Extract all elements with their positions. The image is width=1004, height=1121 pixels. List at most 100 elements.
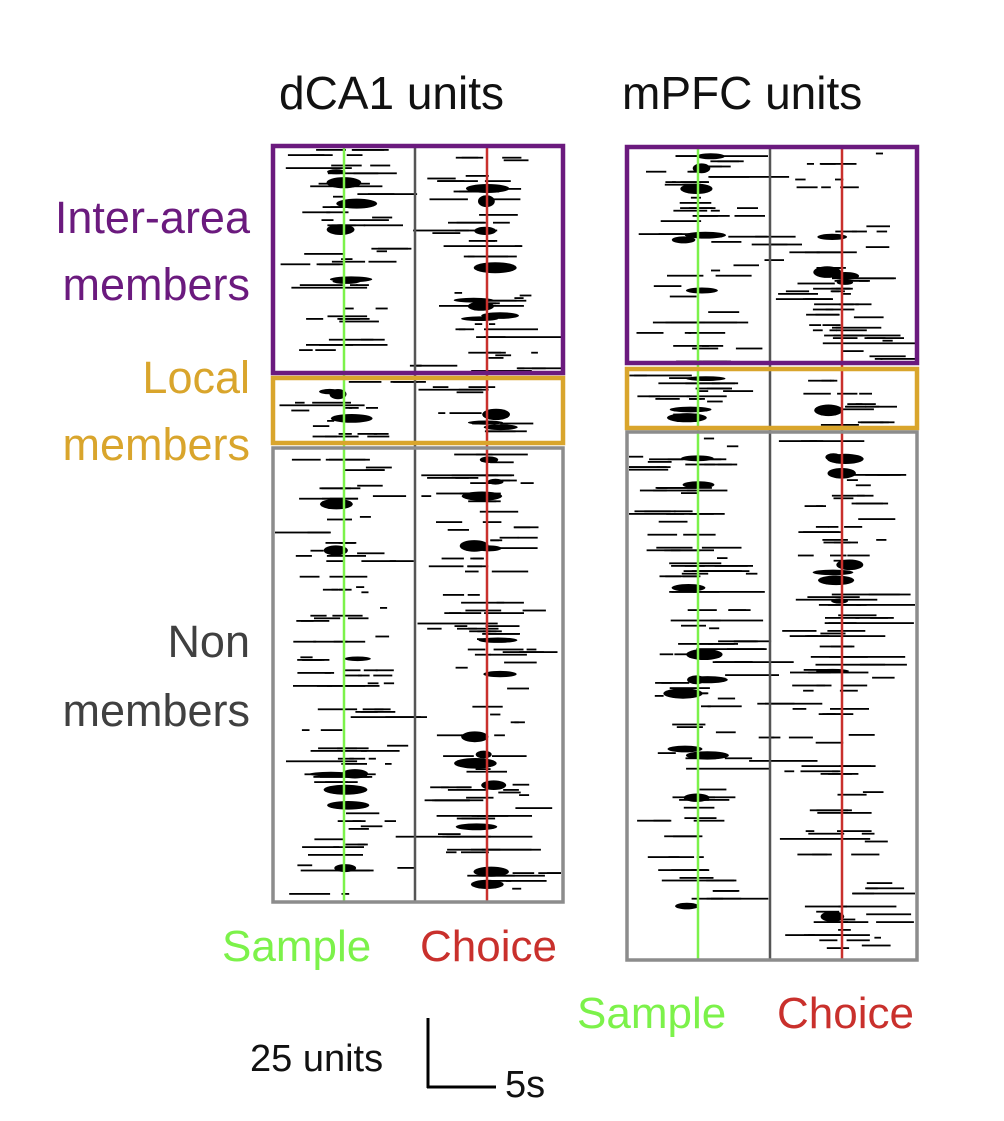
spike-row	[830, 708, 869, 710]
spike-row	[671, 565, 753, 567]
spike-row	[808, 934, 843, 936]
spike-row	[629, 466, 660, 468]
spike-row	[374, 708, 391, 711]
dense-activity	[483, 670, 517, 678]
dense-activity	[820, 911, 845, 922]
spike-row	[455, 156, 479, 159]
spike-row	[648, 395, 661, 398]
dense-activity	[696, 153, 725, 160]
dense-activity	[467, 301, 494, 311]
spike-row	[692, 347, 719, 350]
spike-row	[838, 303, 859, 306]
spike-row	[829, 329, 837, 332]
panel-title-dca1: dCA1 units	[279, 67, 505, 119]
spike-row	[456, 817, 480, 820]
spike-row	[494, 734, 505, 737]
spike-row	[310, 549, 324, 552]
spike-row	[830, 554, 847, 557]
spike-row	[449, 612, 482, 614]
spike-row	[397, 867, 415, 869]
spike-row	[337, 747, 369, 750]
spike-row	[684, 332, 692, 334]
spike-row	[710, 619, 721, 622]
spike-row	[841, 350, 864, 352]
spike-row	[352, 149, 385, 151]
spike-row	[712, 890, 738, 892]
dense-activity	[813, 266, 842, 278]
dense-activity	[487, 478, 504, 485]
spike-row	[505, 880, 547, 882]
spike-row	[812, 308, 834, 311]
spike-row	[866, 882, 893, 884]
spike-row	[455, 477, 469, 479]
spike-row	[454, 292, 463, 294]
dense-activity	[336, 198, 378, 209]
spike-row	[416, 364, 458, 367]
spike-row	[360, 711, 396, 713]
dense-activity	[329, 276, 373, 283]
spike-row	[498, 791, 521, 794]
dense-activity	[669, 406, 712, 413]
spike-row	[816, 809, 852, 812]
spike-row	[340, 487, 361, 490]
dense-activity	[685, 287, 718, 294]
spike-row	[455, 666, 468, 669]
spike-row	[375, 307, 388, 310]
spike-row	[688, 207, 713, 209]
spike-row	[495, 354, 512, 357]
spike-row	[691, 897, 769, 900]
spike-row	[674, 653, 696, 656]
spike-row	[819, 939, 838, 942]
spike-row	[447, 529, 469, 531]
dense-activity	[826, 453, 864, 464]
dca1-choice-label: Choice	[420, 922, 557, 971]
spike-row	[691, 570, 750, 572]
dense-activity	[483, 424, 518, 431]
dense-activity	[481, 780, 507, 790]
spike-row	[467, 565, 489, 568]
spike-row	[809, 324, 822, 326]
dense-activity	[461, 491, 503, 501]
spike-row	[427, 177, 456, 180]
spike-row	[659, 653, 674, 656]
spike-row	[373, 674, 393, 677]
spike-row	[346, 812, 380, 815]
spike-row	[492, 755, 527, 757]
spike-row	[821, 163, 857, 165]
spike-row	[512, 887, 522, 890]
spike-row	[845, 405, 880, 408]
spike-row	[723, 390, 754, 392]
dense-activity	[341, 769, 369, 779]
spike-row	[665, 181, 676, 183]
dense-activity	[680, 183, 713, 194]
spike-row	[785, 290, 810, 293]
spike-row	[514, 721, 525, 724]
spike-row	[312, 401, 351, 404]
spike-row	[342, 869, 370, 872]
spike-row	[661, 682, 690, 684]
spike-row	[499, 536, 519, 539]
spike-row	[681, 572, 709, 575]
dca1-local-box	[270, 375, 566, 446]
spike-row	[456, 391, 484, 394]
spike-row	[301, 659, 330, 661]
spike-row	[465, 609, 502, 612]
dense-activity	[473, 262, 517, 274]
spike-row	[812, 329, 823, 332]
dense-activity	[816, 668, 849, 674]
spike-row	[483, 198, 521, 201]
spike-row	[285, 167, 352, 169]
spike-row	[461, 601, 524, 604]
spike-row	[835, 178, 844, 181]
spike-row	[325, 458, 366, 461]
non-label-line2: members	[62, 685, 250, 736]
dense-activity	[327, 169, 346, 175]
spike-row	[438, 412, 446, 414]
spike-row	[637, 395, 690, 398]
spike-row	[636, 332, 664, 334]
spike-row	[512, 872, 535, 874]
spike-row	[395, 835, 491, 838]
spike-row	[876, 230, 888, 233]
spike-row	[692, 215, 718, 217]
spike-row	[797, 282, 835, 285]
